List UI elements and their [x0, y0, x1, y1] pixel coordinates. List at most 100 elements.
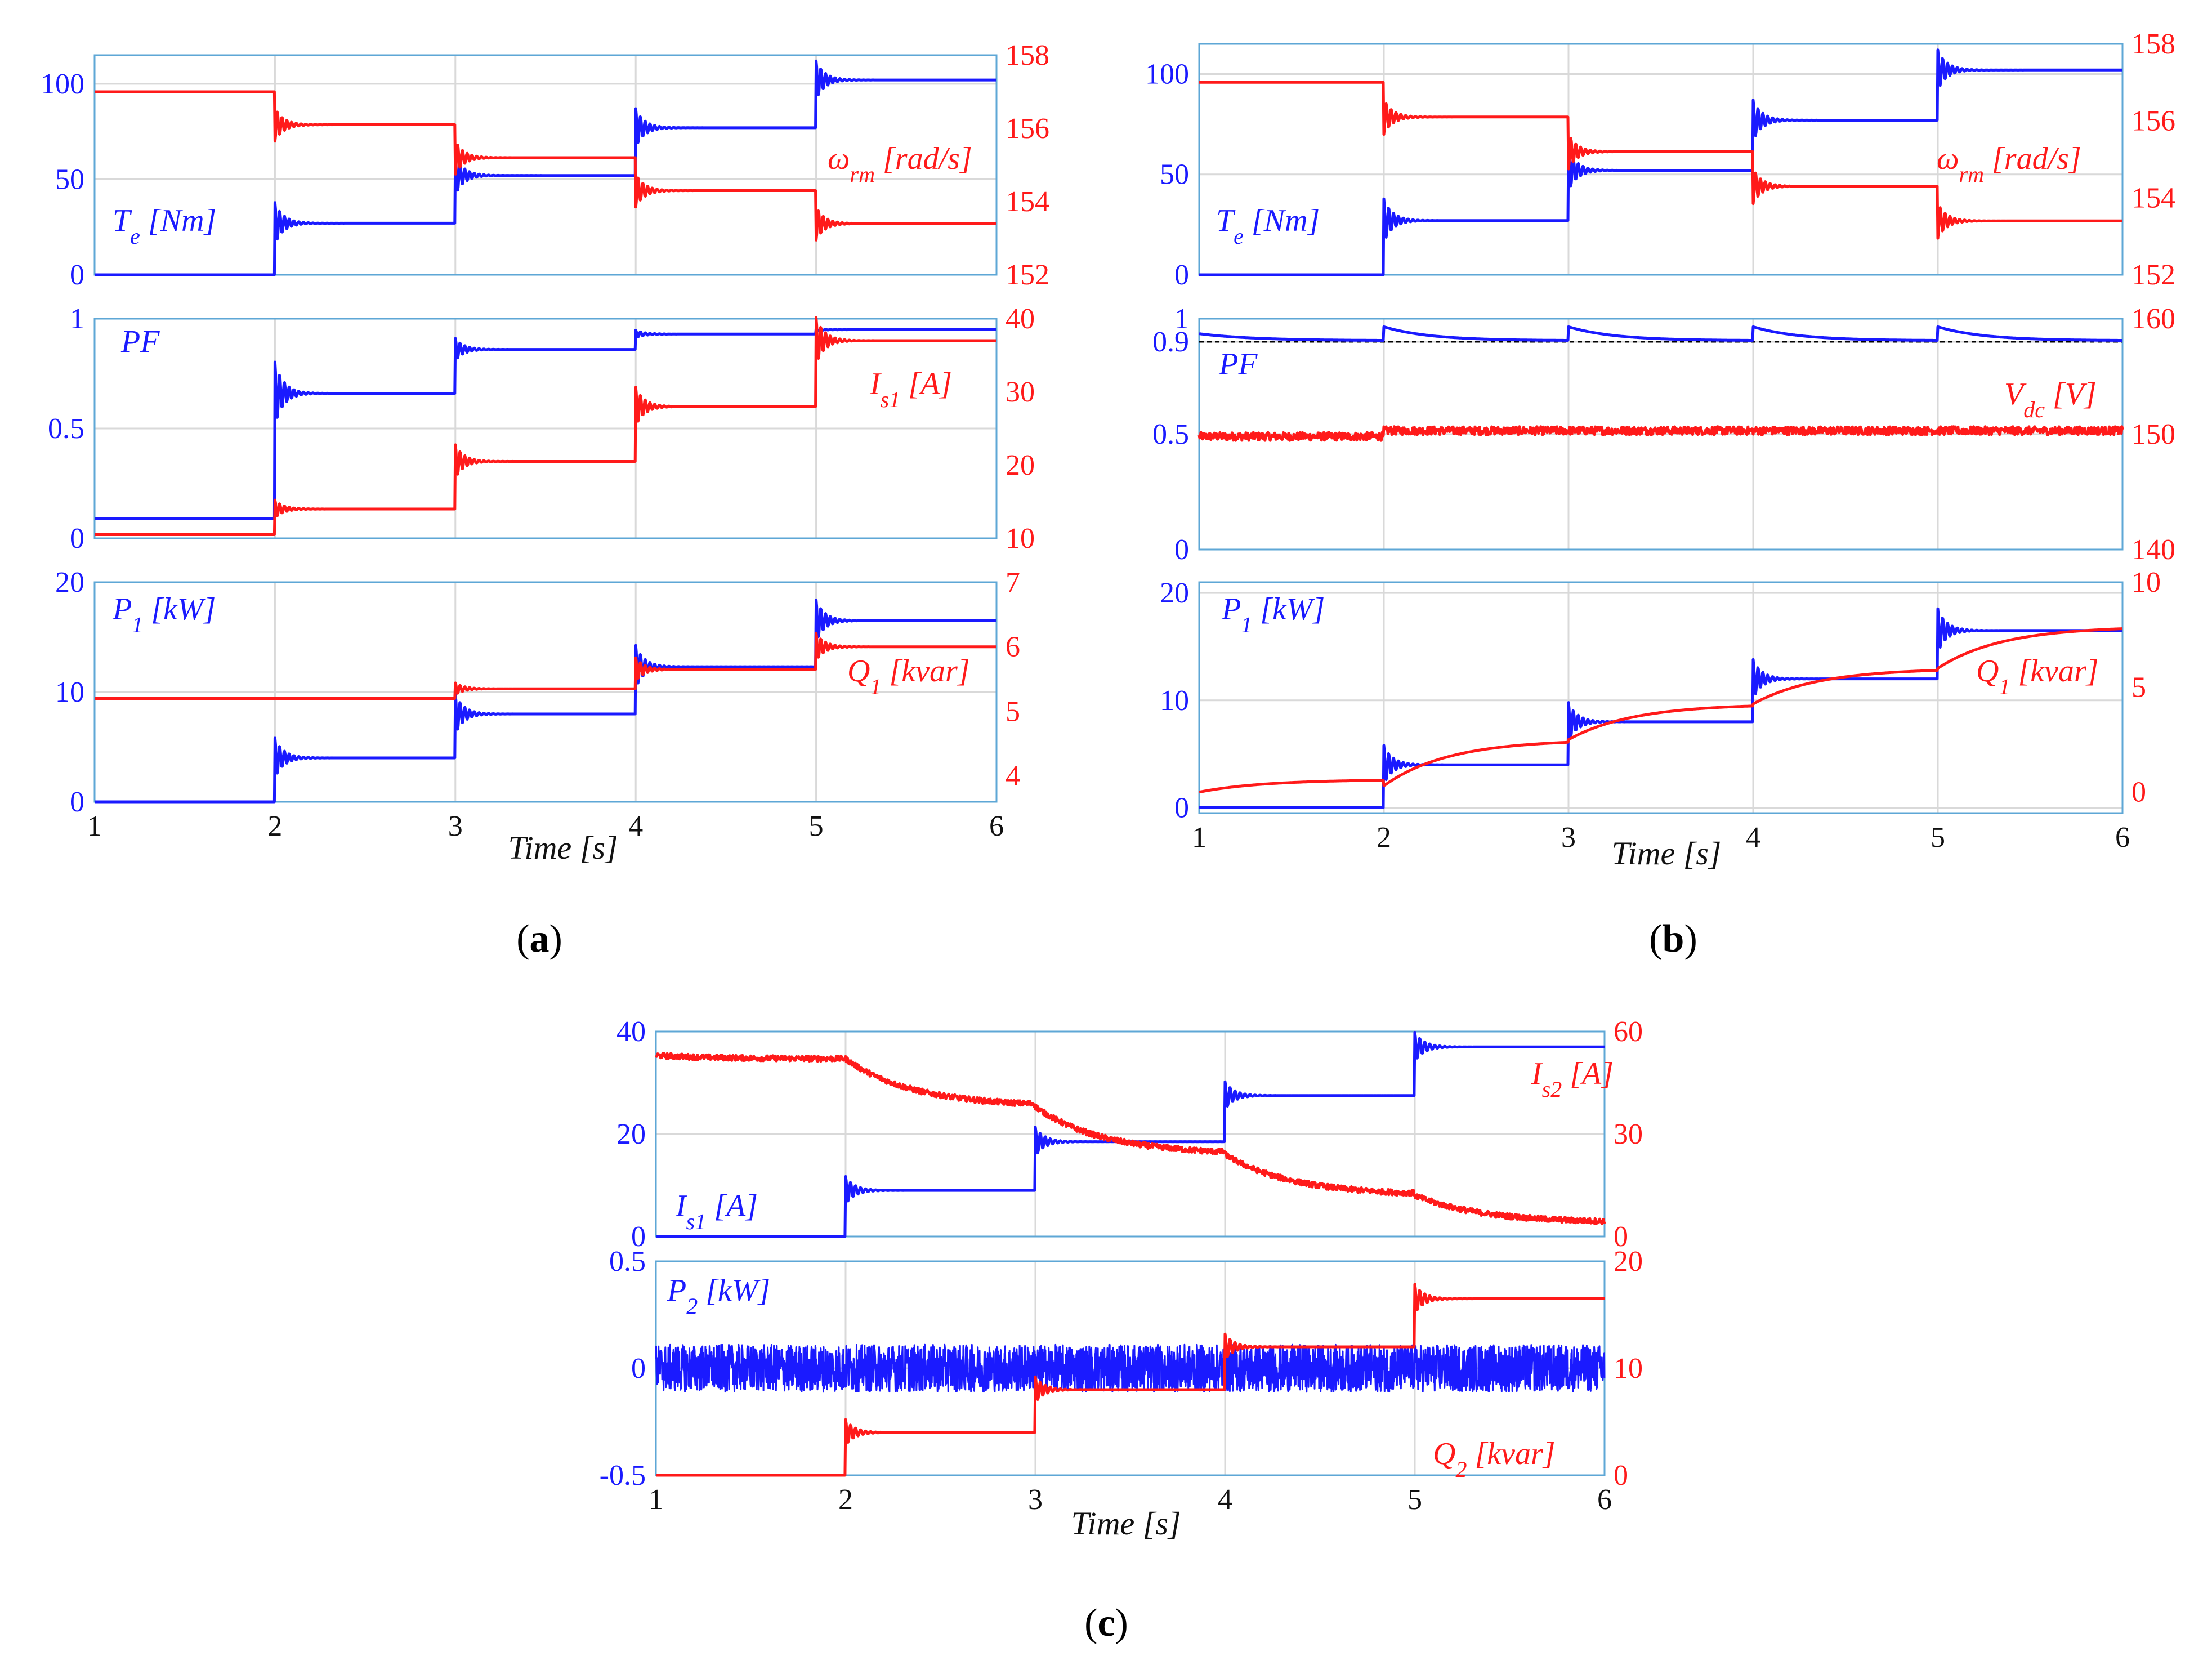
left-tick-label: 50 — [55, 163, 84, 195]
right-tick-label: 0 — [2131, 776, 2146, 809]
right-tick-label: 156 — [2131, 105, 2175, 137]
right-tick-label: 0 — [1614, 1221, 1628, 1253]
right-tick-label: 152 — [1006, 259, 1049, 291]
x-axis-title: Time [s] — [508, 829, 618, 866]
left-tick-label: 0.9 — [1152, 326, 1189, 358]
plot-frame — [1198, 43, 2124, 276]
series-label: Vdc [V] — [2004, 377, 2097, 422]
right-tick-label: 158 — [1006, 39, 1049, 72]
series-line-red — [654, 1052, 1606, 1225]
x-tick-label: 1 — [87, 810, 102, 842]
right-tick-label: 0 — [1614, 1459, 1628, 1492]
x-tick-label: 4 — [1218, 1484, 1232, 1516]
left-tick-label: 1 — [70, 303, 84, 335]
right-tick-label: 158 — [2131, 28, 2175, 60]
chart-panels: Te [Nm]ωrm [rad/s]050100152154156158PFIs… — [41, 28, 2175, 1542]
series-label: Is2 [A] — [1531, 1056, 1614, 1102]
x-tick-label: 3 — [1028, 1484, 1043, 1516]
right-tick-label: 10 — [1614, 1352, 1643, 1385]
x-tick-label: 3 — [448, 810, 463, 842]
right-tick-label: 60 — [1614, 1016, 1643, 1048]
series-label: Q1 [kvar] — [1976, 654, 2099, 699]
left-tick-label: 20 — [616, 1118, 646, 1150]
series-line-red — [1197, 425, 2124, 442]
x-axis-title: Time [s] — [1611, 835, 1721, 872]
plot-frame — [1198, 581, 2124, 814]
right-tick-label: 7 — [1006, 566, 1020, 599]
x-tick-label: 5 — [1407, 1484, 1422, 1516]
right-tick-label: 4 — [1006, 760, 1020, 792]
left-tick-label: 0 — [631, 1221, 646, 1253]
caption-a: (a) — [516, 917, 562, 961]
series-line-red — [1198, 81, 2124, 240]
left-tick-label: 100 — [1145, 58, 1189, 90]
series-line-blue — [1198, 48, 2124, 276]
series-line-red — [1198, 627, 2124, 794]
series-line-red — [93, 90, 998, 242]
caption-c: (c) — [1084, 1601, 1128, 1645]
left-tick-label: 0 — [70, 786, 84, 818]
left-tick-label: 0 — [70, 523, 84, 555]
series-label: Q2 [kvar] — [1433, 1436, 1556, 1482]
chart-b3: P1 [kW] Q1 [kvar] 0 10 20 0 5 10 1 2 3 4 5 6 Time [s] — [1160, 566, 2161, 872]
left-tick-label: 10 — [55, 676, 84, 708]
series-label: ωrm [rad/s] — [828, 141, 972, 187]
left-tick-label: 0 — [1174, 259, 1189, 291]
right-tick-label: 6 — [1006, 631, 1020, 663]
left-tick-label: -0.5 — [600, 1459, 646, 1492]
right-tick-label: 5 — [1006, 695, 1020, 727]
x-tick-label: 4 — [1746, 822, 1760, 854]
chart-c2: P2 [kW] Q2 [kvar] -0.5 0 0.5 0 10 20 1 2 3 4 5 6 Time … — [600, 1246, 1643, 1542]
left-tick-label: 20 — [55, 566, 84, 599]
series-line-blue — [93, 327, 998, 520]
left-tick-label: 50 — [1160, 159, 1189, 191]
series-label: Is1 [A] — [675, 1189, 758, 1234]
right-tick-label: 5 — [2131, 671, 2146, 703]
left-tick-label: 20 — [1160, 577, 1189, 609]
series-line-red — [93, 632, 998, 700]
left-tick-label: 0 — [631, 1352, 646, 1385]
series-line-blue — [93, 59, 998, 276]
left-tick-label: 0 — [1174, 534, 1189, 566]
x-tick-label: 5 — [1931, 822, 1945, 854]
x-tick-label: 5 — [809, 810, 824, 842]
right-tick-label: 140 — [2131, 534, 2175, 566]
x-tick-label: 6 — [1597, 1484, 1612, 1516]
chart-b2: PF Vdc [V] 0 0.5 0.91 140 150 160 — [1152, 303, 2175, 566]
series-line-blue — [1198, 607, 2124, 809]
series-line-blue — [1198, 325, 2124, 342]
right-tick-label: 10 — [2131, 566, 2161, 599]
right-tick-label: 152 — [2131, 259, 2175, 291]
x-tick-label: 1 — [1192, 822, 1206, 854]
series-label: ωrm [rad/s] — [1937, 141, 2081, 187]
series-label: PF — [120, 324, 160, 359]
right-tick-label: 40 — [1006, 303, 1035, 335]
right-tick-label: 30 — [1006, 376, 1035, 408]
series-label: Te [Nm] — [113, 203, 216, 249]
right-tick-label: 154 — [1006, 186, 1049, 218]
plot-frame — [93, 54, 998, 276]
series-line-blue — [655, 1343, 1606, 1393]
series-line-red — [655, 1283, 1606, 1477]
right-tick-label: 30 — [1614, 1118, 1643, 1150]
x-tick-label: 2 — [267, 810, 282, 842]
plot-frame — [93, 318, 998, 539]
caption-b: (b) — [1649, 917, 1697, 961]
chart-a1: Te [Nm] ωrm [rad/s] 0 50 100 152 154 156 158 — [41, 39, 1049, 291]
series-line-blue — [93, 598, 998, 804]
x-tick-label: 3 — [1561, 822, 1576, 854]
right-tick-label: 160 — [2131, 303, 2175, 335]
chart-a3: P1 [kW] Q1 [kvar] 0 10 20 4 5 6 7 1 2 3 4 5 6 Time [s] — [55, 566, 1020, 866]
series-label: P2 [kW] — [667, 1273, 770, 1319]
left-tick-label: 0.5 — [48, 413, 84, 445]
left-tick-label: 0.5 — [609, 1246, 646, 1278]
left-tick-label: 0 — [70, 259, 84, 291]
left-tick-label: 40 — [616, 1016, 646, 1048]
right-tick-label: 20 — [1614, 1246, 1643, 1278]
right-tick-label: 20 — [1006, 449, 1035, 481]
series-label: Te [Nm] — [1216, 203, 1320, 249]
left-tick-label: 100 — [41, 68, 84, 100]
plot-frame — [93, 581, 998, 803]
x-tick-label: 6 — [2115, 822, 2130, 854]
